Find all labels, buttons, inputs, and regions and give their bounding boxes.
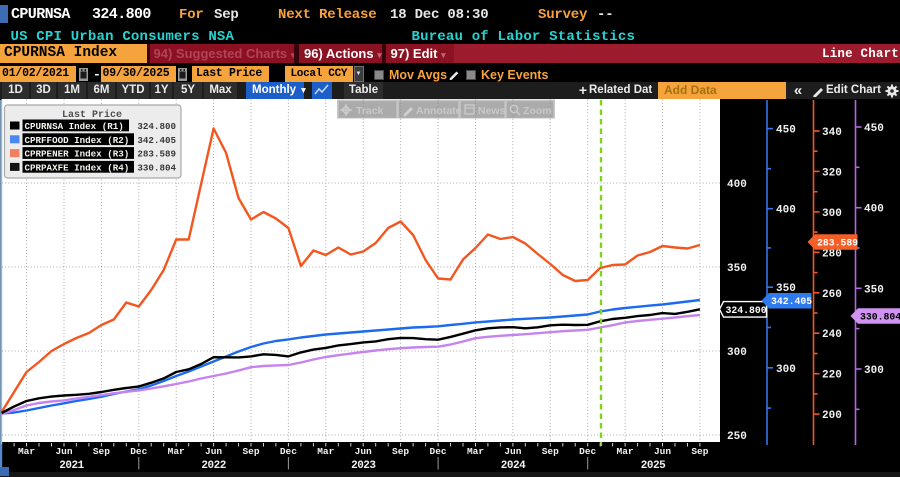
svg-text:342.405: 342.405	[771, 296, 812, 307]
svg-text:450: 450	[776, 125, 796, 137]
svg-text:Mar: Mar	[467, 446, 484, 457]
svg-text:400: 400	[727, 179, 747, 191]
svg-text:CPRPAXFE Index (R4): CPRPAXFE Index (R4)	[25, 162, 130, 173]
svg-text:342.405: 342.405	[137, 135, 176, 146]
svg-text:2022: 2022	[201, 460, 225, 472]
svg-text:283.589: 283.589	[817, 238, 858, 249]
svg-text:320: 320	[822, 167, 842, 179]
svg-text:Sep: Sep	[542, 446, 559, 457]
svg-text:2023: 2023	[351, 460, 376, 472]
svg-text:350: 350	[776, 283, 796, 295]
svg-text:2024: 2024	[501, 460, 526, 472]
svg-text:Annotate: Annotate	[416, 105, 462, 117]
svg-text:Jun: Jun	[205, 446, 222, 457]
svg-text:Jun: Jun	[504, 446, 521, 457]
svg-text:283.589: 283.589	[137, 149, 176, 160]
svg-text:Track: Track	[356, 105, 384, 117]
svg-text:Jun: Jun	[654, 446, 671, 457]
svg-text:Sep: Sep	[691, 446, 708, 457]
svg-text:CPRPENER Index (R3): CPRPENER Index (R3)	[25, 149, 130, 160]
svg-text:CPRFFOOD Index (R2): CPRFFOOD Index (R2)	[25, 135, 130, 146]
svg-text:Dec: Dec	[579, 446, 596, 457]
svg-text:Mar: Mar	[168, 446, 185, 457]
svg-text:Sep: Sep	[242, 446, 259, 457]
svg-text:Jun: Jun	[355, 446, 372, 457]
svg-text:250: 250	[727, 431, 747, 443]
svg-text:Mar: Mar	[317, 446, 334, 457]
svg-text:300: 300	[822, 208, 842, 220]
svg-text:260: 260	[822, 289, 842, 301]
svg-text:350: 350	[864, 284, 884, 296]
svg-text:324.800: 324.800	[137, 121, 176, 132]
svg-text:Mar: Mar	[18, 446, 35, 457]
svg-text:Zoom: Zoom	[523, 105, 552, 117]
svg-text:300: 300	[864, 365, 884, 377]
svg-text:300: 300	[727, 347, 747, 359]
svg-text:400: 400	[776, 205, 796, 217]
svg-text:450: 450	[864, 123, 884, 135]
svg-text:200: 200	[822, 410, 842, 422]
svg-text:CPURNSA Index (R1): CPURNSA Index (R1)	[25, 121, 124, 132]
svg-text:News: News	[478, 105, 506, 117]
svg-text:330.804: 330.804	[860, 312, 900, 323]
svg-text:Sep: Sep	[93, 446, 110, 457]
svg-text:Mar: Mar	[617, 446, 634, 457]
svg-text:2021: 2021	[59, 460, 84, 472]
svg-text:Sep: Sep	[392, 446, 409, 457]
svg-text:Dec: Dec	[430, 446, 447, 457]
svg-text:280: 280	[822, 248, 842, 260]
svg-text:220: 220	[822, 370, 842, 382]
svg-text:240: 240	[822, 329, 842, 341]
svg-text:350: 350	[727, 263, 747, 275]
svg-text:330.804: 330.804	[137, 162, 176, 173]
svg-text:300: 300	[776, 364, 796, 376]
svg-text:2025: 2025	[641, 460, 666, 472]
svg-text:Jun: Jun	[55, 446, 72, 457]
svg-text:400: 400	[864, 204, 884, 216]
svg-text:Last Price: Last Price	[62, 109, 122, 121]
svg-text:324.800: 324.800	[726, 305, 767, 316]
svg-text:Dec: Dec	[130, 446, 147, 457]
svg-text:Dec: Dec	[280, 446, 297, 457]
svg-text:340: 340	[822, 127, 842, 139]
